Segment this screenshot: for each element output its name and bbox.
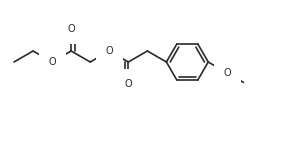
Text: O: O — [223, 68, 231, 78]
Text: O: O — [67, 24, 75, 34]
Text: O: O — [124, 79, 132, 89]
Text: O: O — [105, 46, 113, 56]
Text: O: O — [48, 57, 56, 67]
